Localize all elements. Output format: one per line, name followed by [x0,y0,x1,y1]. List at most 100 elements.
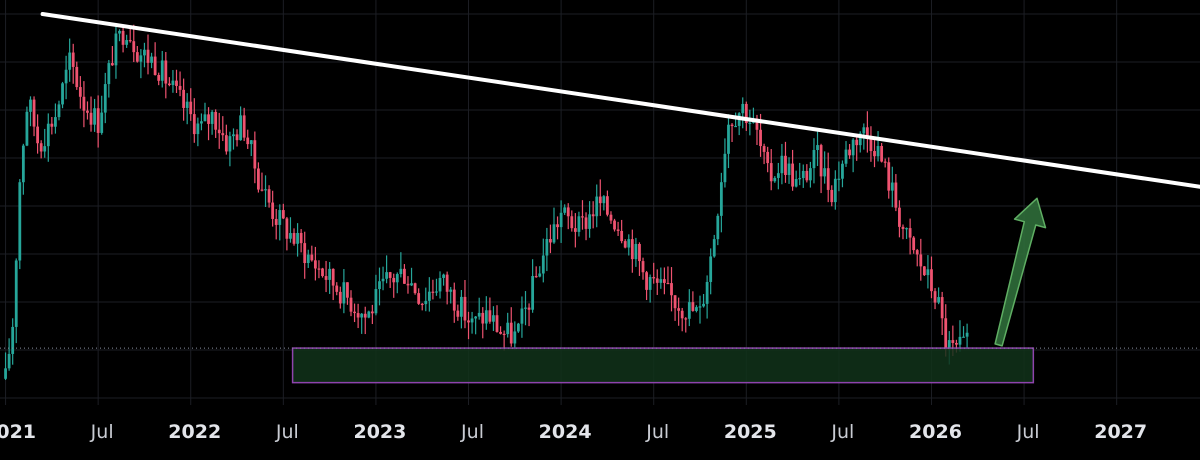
candle [541,238,545,283]
candle [791,149,794,191]
candle-body [128,40,132,42]
candle [887,157,891,199]
candle-body [830,189,834,203]
candle [43,128,47,158]
candle-body [395,274,399,283]
candle-body [819,145,823,177]
candle-body [388,272,392,278]
candle-body [955,342,958,345]
candle [278,204,282,241]
candle [844,141,848,167]
candle-body [39,143,43,152]
candle [427,277,431,312]
candle-body [659,279,663,283]
candle-body [210,111,214,124]
candle-body [730,124,734,127]
arrow-layer [994,197,1047,347]
candle [766,146,770,173]
candle [488,297,492,324]
candle-body [36,126,40,144]
x-axis: 2021 Jul 2022 Jul 2023 Jul 2024 Jul 2025 Jul 2026 J… [0,421,1147,443]
candle [267,185,271,208]
candle-body [595,196,599,217]
candle-body [228,136,232,152]
candle-body [420,303,424,306]
candle [570,210,574,232]
candle [502,330,506,351]
candle [581,200,584,230]
candle [14,258,18,344]
candle-body [285,218,289,239]
candle [103,72,107,124]
candle-body [29,99,32,112]
candle [11,318,15,365]
candle-body [335,285,339,292]
candle-body [627,239,631,248]
candle [221,116,225,142]
x-tick-label: 2022 [168,421,221,443]
candle-body [798,178,802,180]
candle-body [623,241,627,248]
candle [741,97,745,129]
candle [484,296,488,330]
candle [417,288,421,305]
candle [121,26,125,53]
candle [584,212,588,241]
candle-body [922,266,926,276]
candle-body [509,322,513,344]
resistance-trendline[interactable] [40,12,1200,189]
candle-body [673,295,677,309]
candle [830,185,834,207]
candle-body [349,297,353,312]
candle-body [14,260,18,327]
candle-body [160,60,164,81]
candle [363,306,367,335]
candle-body [684,318,688,320]
candle-body [370,311,374,314]
candle-body [492,315,495,322]
candle [424,287,428,312]
candle [709,248,713,295]
candle-body [292,233,296,244]
candle-body [876,146,880,157]
candle [848,144,851,159]
candle [730,123,734,142]
candle [883,158,887,168]
candle-body [224,135,228,152]
candle [370,304,374,325]
candle [641,257,645,280]
candle [157,72,161,86]
candle-body [235,134,239,141]
candle [477,297,481,320]
candle-body [890,182,894,191]
candle-body [630,239,634,260]
candle [349,290,353,317]
candle [705,275,709,319]
candle-body [666,282,670,285]
support-zone[interactable] [291,347,1035,384]
candle [18,179,22,270]
candle-body [192,114,196,135]
candle-body [467,320,470,323]
candle-body [321,268,324,277]
bullish-projection-arrow[interactable] [994,197,1047,347]
candle-body [367,311,371,318]
candle [670,267,673,312]
candle-body [898,207,901,227]
candle-body [709,256,713,282]
candle [192,98,196,143]
candle-body [78,87,82,97]
candle-body [926,269,930,276]
candle [666,266,670,285]
candle-body [634,244,638,260]
candle [463,279,467,329]
candle [75,61,79,90]
candle [200,113,203,131]
candle [680,307,684,332]
candle [816,131,819,166]
candle-body [662,279,666,283]
candle-body [146,49,150,63]
candle [841,160,844,188]
candle-body [741,103,745,114]
